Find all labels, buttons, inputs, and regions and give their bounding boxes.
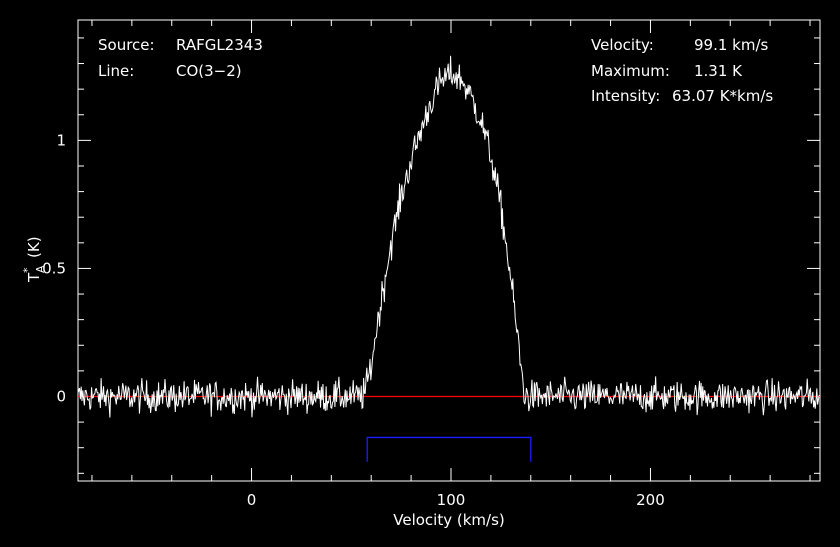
- y-axis-label-main: T: [25, 272, 43, 283]
- x-tick-label: 0: [247, 491, 257, 509]
- plot-frame: [77, 19, 821, 482]
- integration-window: [366, 436, 532, 462]
- line-value: CO(3−2): [176, 62, 242, 80]
- intensity-label: Intensity:: [591, 87, 660, 105]
- y-tick-label: 0.5: [42, 259, 66, 277]
- source-value: RAFGL2343: [176, 36, 263, 54]
- y-axis-label-sup: *: [21, 267, 34, 273]
- velocity-label: Velocity:: [591, 36, 654, 54]
- intensity-value: 63.07 K*km/s: [672, 87, 773, 105]
- source-label: Source:: [98, 36, 155, 54]
- x-tick-label: 200: [636, 491, 665, 509]
- spectrum-line: [77, 55, 820, 418]
- axis-tick-labels: 0 100 200 0 0.5 1: [42, 131, 665, 509]
- velocity-value: 99.1 km/s: [694, 36, 769, 54]
- y-tick-label: 1: [56, 131, 66, 149]
- maximum-value: 1.31 K: [694, 62, 743, 80]
- y-axis-label-unit: (K): [25, 236, 43, 258]
- line-label: Line:: [98, 62, 134, 80]
- maximum-label: Maximum:: [591, 62, 670, 80]
- y-tick-label: 0: [56, 387, 66, 405]
- x-axis-label: Velocity (km/s): [393, 511, 504, 529]
- y-axis-label-sub: A: [34, 265, 47, 273]
- y-axis-label: T * A (K): [21, 236, 47, 283]
- x-tick-label: 100: [437, 491, 466, 509]
